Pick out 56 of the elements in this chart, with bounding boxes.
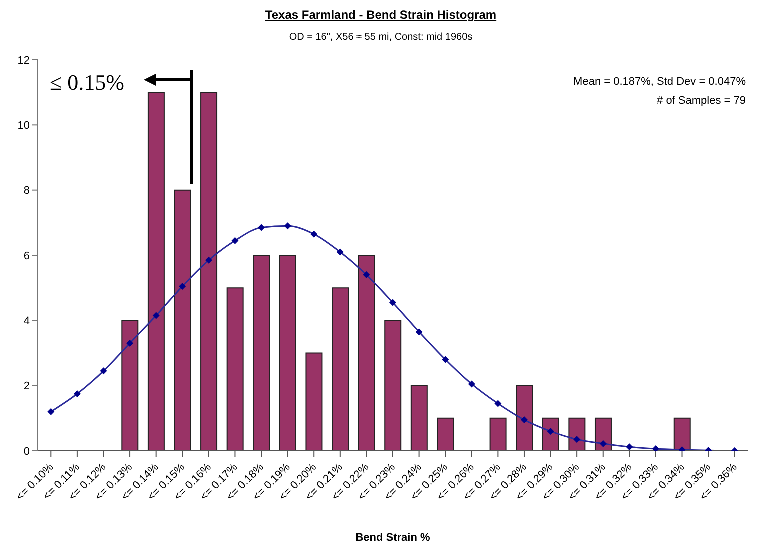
chart-subtitle: OD = 16", X56 ≈ 55 mi, Const: mid 1960s [288,32,474,43]
bar [594,418,612,451]
point [179,282,186,290]
point [442,356,450,364]
annotation: # of Samples = 79 [657,95,746,107]
point [205,256,212,264]
point [232,237,239,244]
point [310,230,318,238]
bar [174,190,192,451]
point [520,416,528,424]
point [574,436,581,444]
bar [148,92,165,451]
y-tick-label: 4 [24,316,30,328]
bar [279,255,296,451]
bar [674,418,691,451]
bar [542,418,560,451]
point [126,340,134,347]
bar [437,418,454,451]
point [600,440,607,448]
bar [410,385,428,451]
point [258,224,266,232]
bar [200,92,218,451]
point [100,368,108,375]
y-tick-label: 12 [18,54,30,67]
bar [516,385,534,451]
chart-title: Texas Farmland - Bend Strain Histogram [264,8,498,22]
bar [384,320,402,451]
y-tick-label: 0 [24,446,30,458]
y-tick-label: 8 [24,185,30,198]
annotation: Mean = 0.187%, Std Dev = 0.047% [574,76,746,88]
point [416,328,423,336]
point [547,428,554,435]
point [284,222,292,230]
annotation: ≤ 0.15% [50,70,124,96]
point [363,272,370,279]
bar [490,418,507,451]
bar [332,288,350,451]
point [74,390,81,398]
point [390,299,396,306]
y-tick-label: 10 [18,120,30,132]
x-axis-title: Bend Strain % [356,532,430,544]
bar [226,288,244,451]
bar [253,255,270,451]
point [48,408,55,416]
point [652,446,660,451]
bar [568,418,586,451]
point [626,444,634,451]
bar [306,352,323,451]
point [152,312,160,320]
point [494,400,502,408]
y-tick-label: 2 [24,380,30,393]
y-tick-label: 6 [24,250,30,262]
point [336,248,344,256]
bar [358,255,376,451]
bar [122,320,139,451]
point [468,380,476,388]
